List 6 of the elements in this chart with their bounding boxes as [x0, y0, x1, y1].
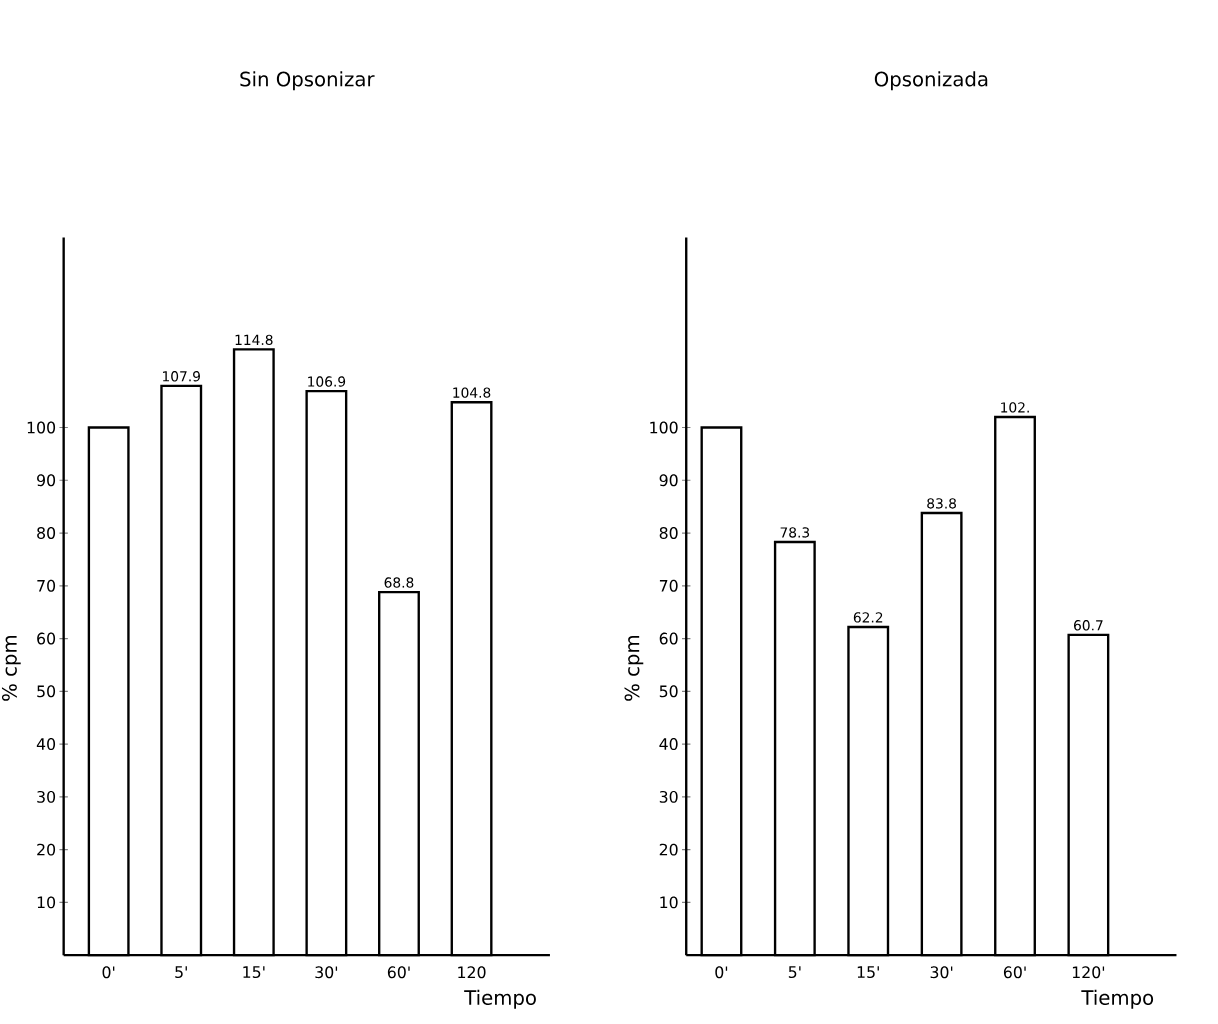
chart-title: Opsonizada — [874, 70, 988, 90]
y-axis-title: % cpm — [1, 635, 21, 701]
chart-title: Sin Opsonizar — [240, 70, 375, 90]
x-axis-title: Tiempo — [464, 989, 536, 1009]
y-axis-title: % cpm — [624, 635, 644, 701]
x-axis-title: Tiempo — [1081, 989, 1154, 1009]
